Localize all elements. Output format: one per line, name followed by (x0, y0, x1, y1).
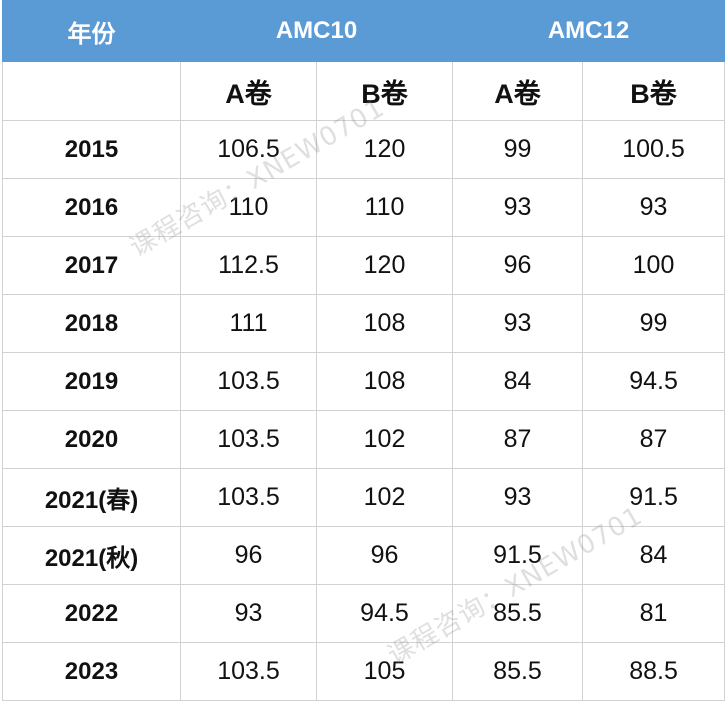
table-row: 2015 106.5 120 99 100.5 (2, 120, 726, 179)
table-row: 2021(春) 103.5 102 93 91.5 (2, 468, 726, 527)
cell-amc10-a: 93 (180, 584, 317, 643)
cell-amc10-b: 108 (315, 352, 454, 411)
cell-amc12-a: 91.5 (452, 526, 584, 585)
cell-year: 2020 (2, 410, 181, 469)
cell-amc10-b: 120 (315, 120, 454, 179)
cell-amc10-b: 102 (315, 468, 454, 527)
cell-amc12-b: 88.5 (582, 642, 726, 701)
table-row: 2017 112.5 120 96 100 (2, 236, 726, 295)
subheader-amc10-a: A卷 (180, 61, 317, 121)
cell-amc10-a: 106.5 (180, 120, 317, 179)
cell-amc12-b: 100 (582, 236, 726, 295)
cell-amc12-a: 93 (452, 294, 584, 353)
cell-amc12-b: 100.5 (582, 120, 726, 179)
cell-amc12-b: 93 (582, 178, 726, 237)
cell-year: 2023 (2, 642, 181, 701)
cell-amc10-b: 96 (315, 526, 454, 585)
cell-amc12-b: 81 (582, 584, 726, 643)
cell-amc12-a: 99 (452, 120, 584, 179)
cell-amc12-b: 99 (582, 294, 726, 353)
cell-year: 2017 (2, 236, 181, 295)
cell-amc10-a: 103.5 (180, 410, 317, 469)
cell-amc10-a: 111 (180, 294, 317, 353)
cell-year: 2016 (2, 178, 181, 237)
cell-year: 2018 (2, 294, 181, 353)
cell-amc10-b: 105 (315, 642, 454, 701)
cell-amc12-a: 85.5 (452, 642, 584, 701)
cell-amc12-b: 87 (582, 410, 726, 469)
table-row: 2016 110 110 93 93 (2, 178, 726, 237)
cell-amc10-b: 94.5 (315, 584, 454, 643)
cell-amc10-b: 120 (315, 236, 454, 295)
table-row: 2023 103.5 105 85.5 88.5 (2, 642, 726, 701)
subheader-amc12-a: A卷 (452, 61, 584, 121)
cell-year: 2022 (2, 584, 181, 643)
subheader-amc10-b: B卷 (315, 61, 454, 121)
cell-amc10-b: 108 (315, 294, 454, 353)
cell-amc10-a: 103.5 (180, 642, 317, 701)
cell-year: 2019 (2, 352, 181, 411)
cell-amc12-a: 93 (452, 468, 584, 527)
cell-year: 2015 (2, 120, 181, 179)
cell-amc10-a: 96 (180, 526, 317, 585)
cell-amc10-b: 110 (315, 178, 454, 237)
table-row: 2020 103.5 102 87 87 (2, 410, 726, 469)
cell-year: 2021(秋) (2, 526, 181, 585)
cell-amc12-a: 93 (452, 178, 584, 237)
subheader-empty (2, 61, 181, 121)
header-year: 年份 (2, 0, 181, 62)
cell-amc10-a: 103.5 (180, 352, 317, 411)
cell-amc12-a: 84 (452, 352, 584, 411)
cell-amc12-b: 94.5 (582, 352, 726, 411)
cell-amc12-b: 84 (582, 526, 726, 585)
subheader-amc12-b: B卷 (582, 61, 726, 121)
table-row: 2019 103.5 108 84 94.5 (2, 352, 726, 411)
cell-amc12-a: 87 (452, 410, 584, 469)
cell-amc10-a: 103.5 (180, 468, 317, 527)
subheader-row: A卷 B卷 A卷 B卷 (2, 61, 726, 121)
table-row: 2022 93 94.5 85.5 81 (2, 584, 726, 643)
cell-amc10-a: 110 (180, 178, 317, 237)
cell-year: 2021(春) (2, 468, 181, 527)
table-row: 2021(秋) 96 96 91.5 84 (2, 526, 726, 585)
cell-amc10-a: 112.5 (180, 236, 317, 295)
header-row: 年份 AMC10 AMC12 (2, 0, 726, 62)
table-row: 2018 111 108 93 99 (2, 294, 726, 353)
header-amc12: AMC12 (452, 0, 726, 62)
cell-amc12-b: 91.5 (582, 468, 726, 527)
cell-amc10-b: 102 (315, 410, 454, 469)
header-amc10: AMC10 (179, 0, 454, 62)
cell-amc12-a: 96 (452, 236, 584, 295)
cell-amc12-a: 85.5 (452, 584, 584, 643)
